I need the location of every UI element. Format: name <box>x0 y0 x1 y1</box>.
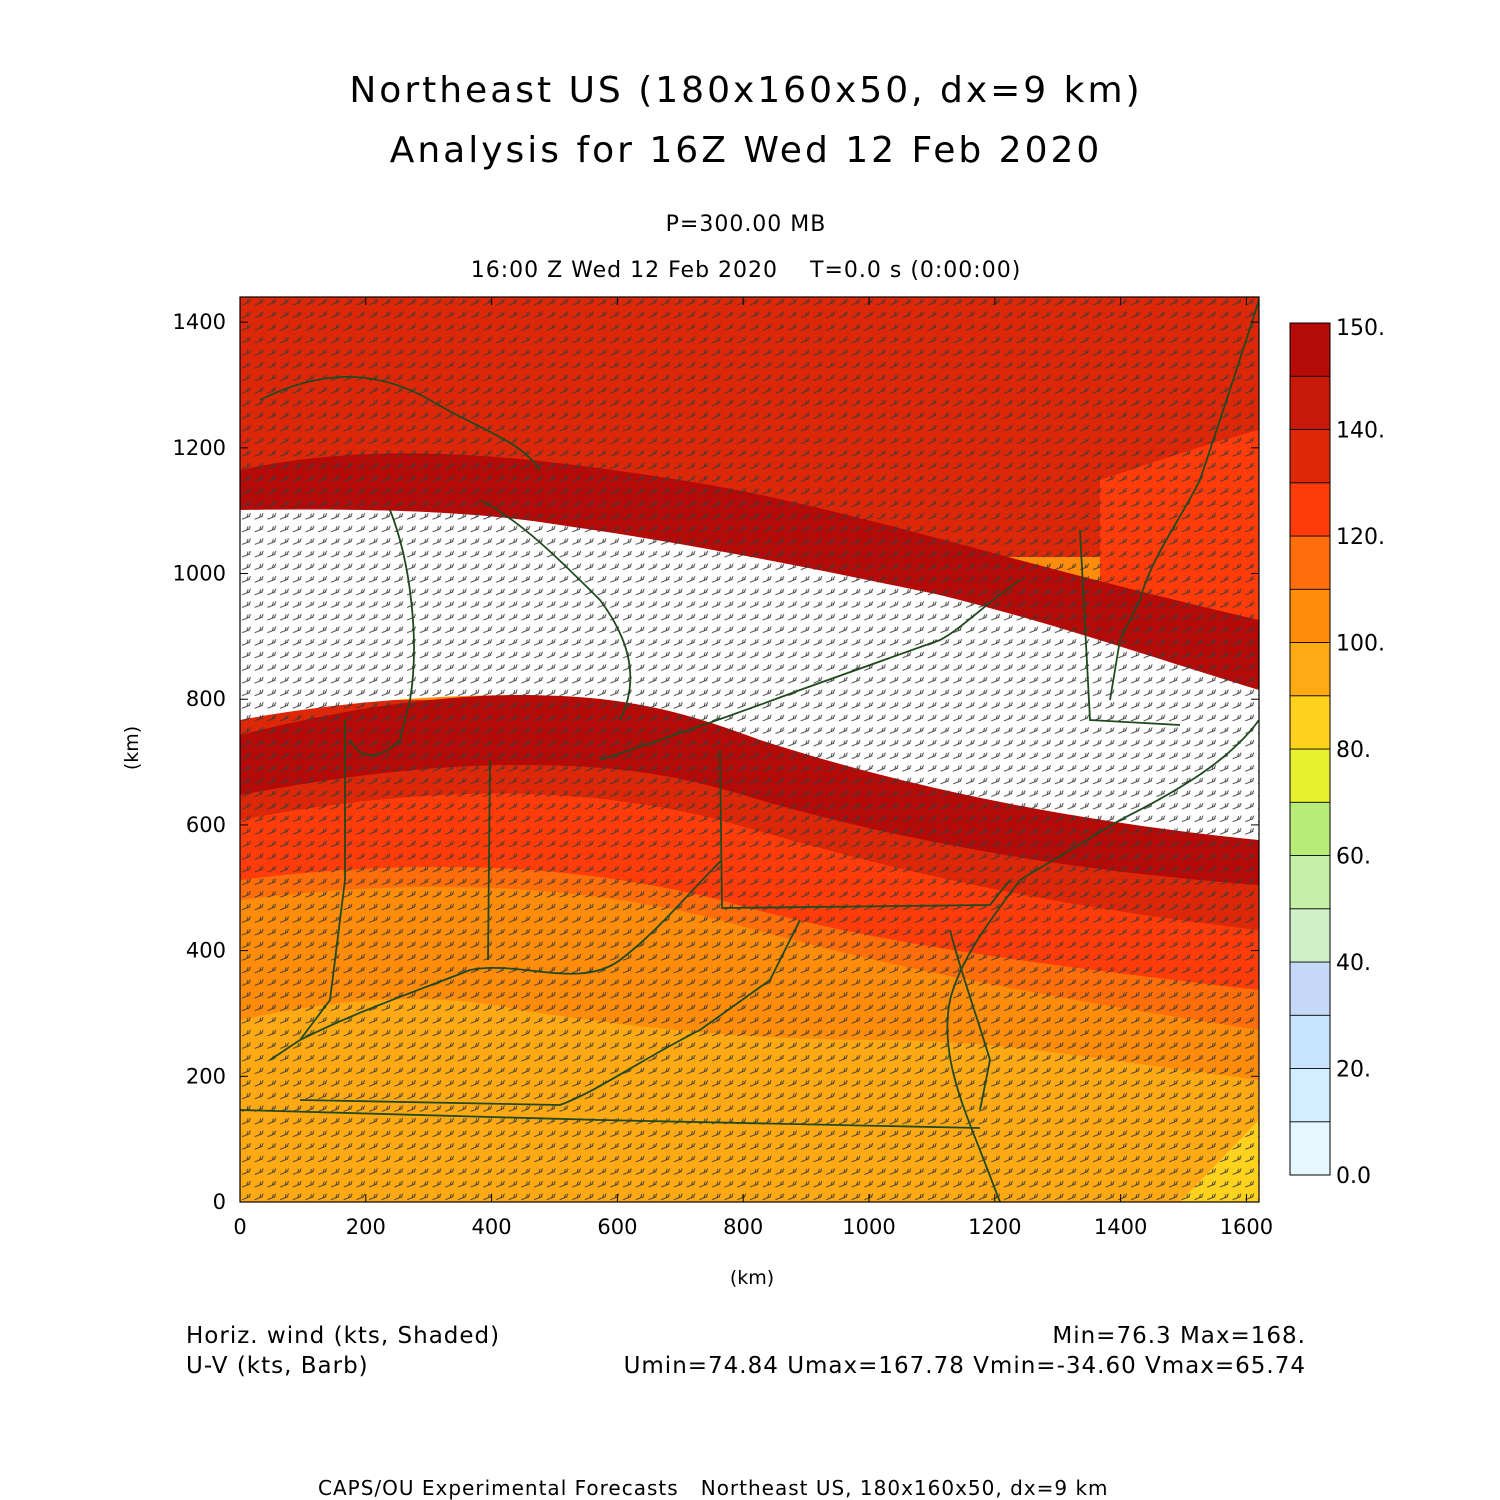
coastline-lake-superior <box>259 376 541 471</box>
colorbar-swatch <box>1289 748 1331 803</box>
y-tick-label: 800 <box>186 687 226 711</box>
colorbar-swatch <box>1289 535 1331 590</box>
colorbar-swatch <box>1289 855 1331 910</box>
y-tick-label: 200 <box>186 1064 226 1088</box>
colorbar-swatch <box>1289 801 1331 856</box>
x-tick-label: 200 <box>346 1215 386 1239</box>
y-tick-label: 1000 <box>173 562 226 586</box>
x-tick-label: 600 <box>597 1215 637 1239</box>
colorbar-label: 140. <box>1336 419 1385 444</box>
colorbar-swatch <box>1289 1121 1331 1176</box>
coastline-new-england <box>1109 299 1259 701</box>
colorbar-label: 40. <box>1336 951 1371 976</box>
colorbar-swatch <box>1289 695 1331 750</box>
colorbar-swatch <box>1289 642 1331 697</box>
colorbar-label: 0.0 <box>1336 1164 1371 1189</box>
plot-frame <box>239 296 1260 1203</box>
colorbar-label: 100. <box>1336 632 1385 657</box>
valid-time: 16:00 Z Wed 12 Feb 2020 T=0.0 s (0:00:00… <box>470 258 1022 283</box>
colorbar-label: 80. <box>1336 738 1371 763</box>
colorbar-swatch <box>1289 908 1331 963</box>
colorbar-swatch <box>1289 588 1331 643</box>
colorbar-label: 120. <box>1336 525 1385 550</box>
x-tick-label: 400 <box>472 1215 512 1239</box>
coastline-lake-michigan <box>349 509 415 756</box>
colorbar-swatch <box>1289 375 1331 430</box>
y-tick-label: 1200 <box>173 436 226 460</box>
x-axis-label: (km) <box>730 1267 774 1289</box>
map-boundaries <box>240 299 1259 1202</box>
state-line-new-york <box>1079 529 1181 726</box>
y-tick-label: 600 <box>186 813 226 837</box>
coastline-lake-erie <box>599 579 1021 761</box>
pressure-level: P=300.00 MB <box>665 212 827 237</box>
colorbar-swatch <box>1289 1014 1331 1069</box>
state-line-indiana-illinois <box>269 720 346 1061</box>
min-max-values: Min=76.3 Max=168. <box>1052 1323 1306 1349</box>
title-line-2: Analysis for 16Z Wed 12 Feb 2020 <box>389 130 1103 171</box>
colorbar-swatch <box>1289 1068 1331 1123</box>
barb-description: U-V (kts, Barb) <box>186 1353 369 1379</box>
state-line-virginia <box>240 1109 981 1129</box>
x-tick-label: 1200 <box>968 1215 1021 1239</box>
state-line-pennsylvania <box>719 749 1011 909</box>
colorbar-frame <box>1289 322 1331 1176</box>
credit-line: CAPS/OU Experimental Forecasts Northeast… <box>318 1476 1109 1500</box>
x-tick-label: 800 <box>723 1215 763 1239</box>
x-tick-label: 0 <box>233 1215 246 1239</box>
colorbar-swatch <box>1289 322 1331 377</box>
colorbar-swatch <box>1289 429 1331 484</box>
colorbar-swatch <box>1289 482 1331 537</box>
x-tick-label: 1000 <box>842 1215 895 1239</box>
y-tick-label: 1400 <box>173 310 226 334</box>
state-line-ohio-indiana <box>487 759 491 961</box>
field-description: Horiz. wind (kts, Shaded) <box>186 1323 501 1349</box>
colorbar-label: 60. <box>1336 845 1371 870</box>
colorbar-label: 150. <box>1336 316 1385 341</box>
y-tick-label: 400 <box>186 939 226 963</box>
coastline-chesapeake <box>949 929 991 1111</box>
x-axis: 0 200 400 600 800 1000 1200 1400 1600 <box>233 297 1273 1239</box>
state-line-kentucky <box>299 919 801 1106</box>
y-axis-label: (km) <box>121 726 143 770</box>
coastline-lake-huron <box>479 499 632 721</box>
colorbar-swatch <box>1289 961 1331 1016</box>
title-line-1: Northeast US (180x160x50, dx=9 km) <box>349 70 1143 111</box>
y-axis: 0 200 400 600 800 1000 1200 1400 <box>173 310 1259 1214</box>
state-line-ohio-river <box>299 859 723 1041</box>
uv-min-max-values: Umin=74.84 Umax=167.78 Vmin=-34.60 Vmax=… <box>623 1353 1306 1379</box>
wind-barb-field <box>240 297 1259 1202</box>
x-tick-label: 1400 <box>1094 1215 1147 1239</box>
colorbar-label: 20. <box>1336 1058 1371 1083</box>
coastline-east <box>946 719 1259 1202</box>
x-tick-label: 1600 <box>1220 1215 1273 1239</box>
y-tick-label: 0 <box>213 1190 226 1214</box>
colorbar: 0.0 20. 40. 60. 80. 100. 120. 140. 150. <box>1289 316 1385 1189</box>
